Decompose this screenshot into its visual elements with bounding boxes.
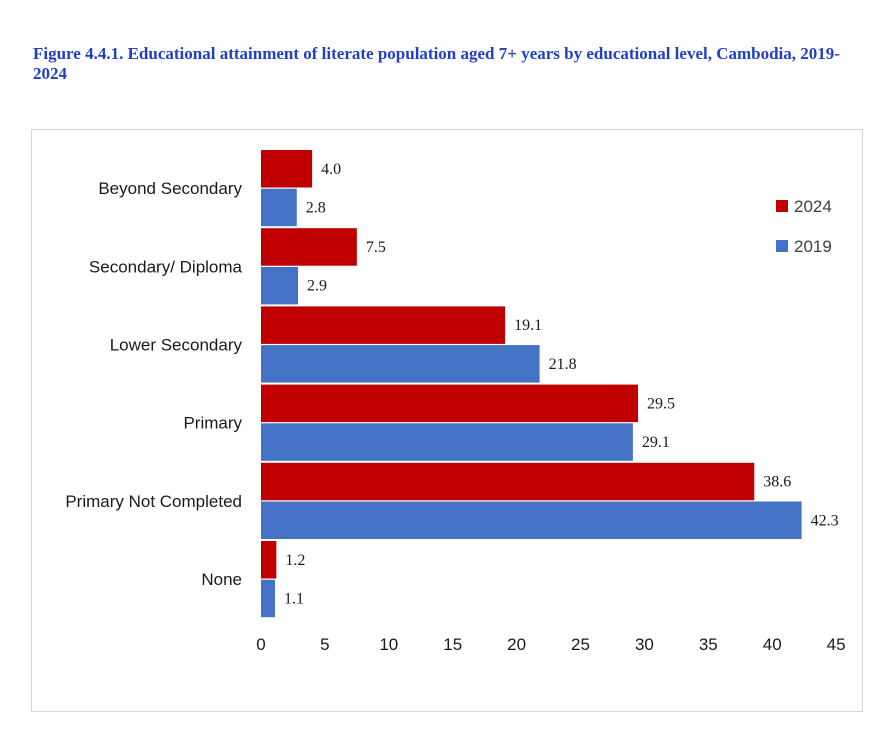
bar-2019-3 xyxy=(261,423,633,461)
category-label: Beyond Secondary xyxy=(98,179,242,198)
bar-2024-1 xyxy=(261,228,357,266)
data-label: 29.1 xyxy=(642,434,670,451)
legend-label-2019: 2019 xyxy=(794,237,832,256)
x-tick-label: 35 xyxy=(699,635,718,654)
labels-layer: Beyond Secondary 4.0 2.8 Secondary/ Diploma… xyxy=(65,161,838,608)
chart-area: Beyond Secondary 4.0 2.8 Secondary/ Diploma… xyxy=(31,129,863,712)
legend-swatch-2024 xyxy=(776,200,788,212)
legend-swatch-2019 xyxy=(776,240,788,252)
bar-2024-0 xyxy=(261,150,313,188)
bar-2024-4 xyxy=(261,462,755,501)
data-label: 38.6 xyxy=(763,474,791,491)
x-tick-label: 5 xyxy=(320,635,329,654)
bar-2024-2 xyxy=(261,306,506,344)
bar-2019-1 xyxy=(261,266,299,305)
data-label: 21.8 xyxy=(549,356,577,373)
bar-chart: Beyond Secondary 4.0 2.8 Secondary/ Diploma… xyxy=(65,150,846,654)
legend-label-2024: 2024 xyxy=(794,197,832,216)
data-label: 42.3 xyxy=(811,512,839,529)
bar-2024-5 xyxy=(261,541,277,579)
bar-2019-4 xyxy=(261,501,802,539)
category-label: Primary Not Completed xyxy=(65,492,242,511)
category-label: None xyxy=(201,570,242,589)
data-label: 19.1 xyxy=(514,317,542,334)
x-tick-label: 25 xyxy=(571,635,590,654)
category-label: Primary xyxy=(183,414,242,433)
x-tick-label: 10 xyxy=(379,635,398,654)
bars-layer xyxy=(261,150,802,618)
legend: 2024 2019 xyxy=(776,197,832,256)
data-label: 2.9 xyxy=(307,278,327,295)
data-label: 1.2 xyxy=(285,552,305,569)
data-label: 29.5 xyxy=(647,395,675,412)
figure-title: Figure 4.4.1. Educational attainment of … xyxy=(33,44,840,83)
bar-2019-0 xyxy=(261,188,297,227)
x-tick-label: 30 xyxy=(635,635,654,654)
x-axis: 0 5 10 15 20 25 30 35 40 45 xyxy=(256,635,845,654)
data-label: 7.5 xyxy=(366,239,386,256)
x-tick-label: 45 xyxy=(827,635,846,654)
bar-2024-3 xyxy=(261,384,639,423)
x-tick-label: 0 xyxy=(256,635,265,654)
data-label: 2.8 xyxy=(306,199,326,216)
bar-2019-5 xyxy=(261,579,276,618)
category-label: Secondary/ Diploma xyxy=(89,257,243,276)
x-tick-label: 40 xyxy=(763,635,782,654)
category-label: Lower Secondary xyxy=(110,336,243,355)
data-label: 4.0 xyxy=(321,161,341,178)
x-tick-label: 20 xyxy=(507,635,526,654)
bar-2019-2 xyxy=(261,345,540,383)
x-tick-label: 15 xyxy=(443,635,462,654)
data-label: 1.1 xyxy=(284,590,304,607)
